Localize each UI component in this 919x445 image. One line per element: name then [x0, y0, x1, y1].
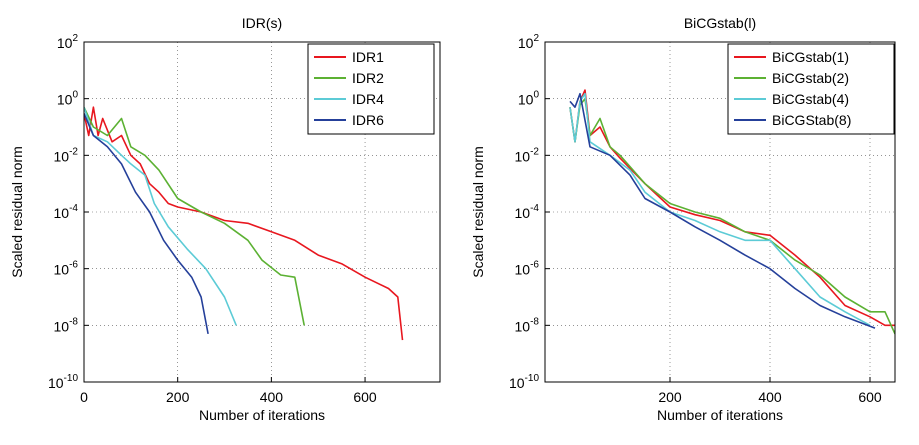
- y-tick-label: 100: [518, 90, 540, 108]
- x-tick-label: 0: [80, 389, 88, 405]
- x-tick-label: 400: [758, 389, 782, 405]
- legend-label: BiCGstab(2): [772, 70, 849, 86]
- series-line: [84, 113, 209, 335]
- y-tick-label: 10-6: [515, 260, 540, 278]
- legend-label: BiCGStab(8): [772, 112, 851, 128]
- y-tick-label: 102: [57, 33, 79, 51]
- series-line: [84, 106, 404, 341]
- legend-label: IDR2: [352, 70, 384, 86]
- y-tick-label: 10-8: [515, 316, 540, 334]
- axes-frame: [83, 41, 441, 383]
- legend-label: BiCGstab(4): [772, 91, 849, 107]
- legend: BiCGstab(1) BiCGstab(2) BiCGstab(4) BiCGSta…: [727, 43, 895, 135]
- legend-label: IDR4: [352, 91, 384, 107]
- legend: IDR1 IDR2 IDR4 IDR6: [307, 43, 435, 135]
- legend-label: BiCGstab(1): [772, 49, 849, 65]
- y-axis-label: Scaled residual norm: [470, 146, 486, 278]
- y-tick-label: 10-4: [54, 203, 79, 221]
- y-tick-label: 102: [518, 33, 540, 51]
- x-tick-label: 200: [658, 389, 682, 405]
- legend-label: IDR6: [352, 112, 384, 128]
- y-tick-label: 10-6: [54, 260, 79, 278]
- y-tick-label: 100: [57, 90, 79, 108]
- x-tick-label: 200: [166, 389, 190, 405]
- axes-frame: [544, 41, 896, 383]
- series-line: [84, 106, 237, 326]
- x-tick-label: 600: [353, 389, 377, 405]
- y-tick-label: 10-2: [515, 146, 540, 164]
- x-tick-label: 400: [260, 389, 284, 405]
- series-line: [569, 92, 876, 329]
- series-line: [84, 106, 305, 326]
- x-axis-label: Number of iterations: [657, 407, 783, 423]
- y-tick-label: 10-4: [515, 203, 540, 221]
- y-axis-label: Scaled residual norm: [9, 146, 25, 278]
- y-tick-label: 10-2: [54, 146, 79, 164]
- chart-title: IDR(s): [242, 15, 282, 31]
- x-axis-label: Number of iterations: [199, 407, 325, 423]
- y-tick-label: 10-10: [48, 373, 78, 391]
- chart-title: BiCGstab(l): [684, 15, 756, 31]
- y-tick-label: 10-10: [509, 373, 539, 391]
- y-tick-label: 10-8: [54, 316, 79, 334]
- legend-label: IDR1: [352, 49, 384, 65]
- x-tick-label: 600: [858, 389, 882, 405]
